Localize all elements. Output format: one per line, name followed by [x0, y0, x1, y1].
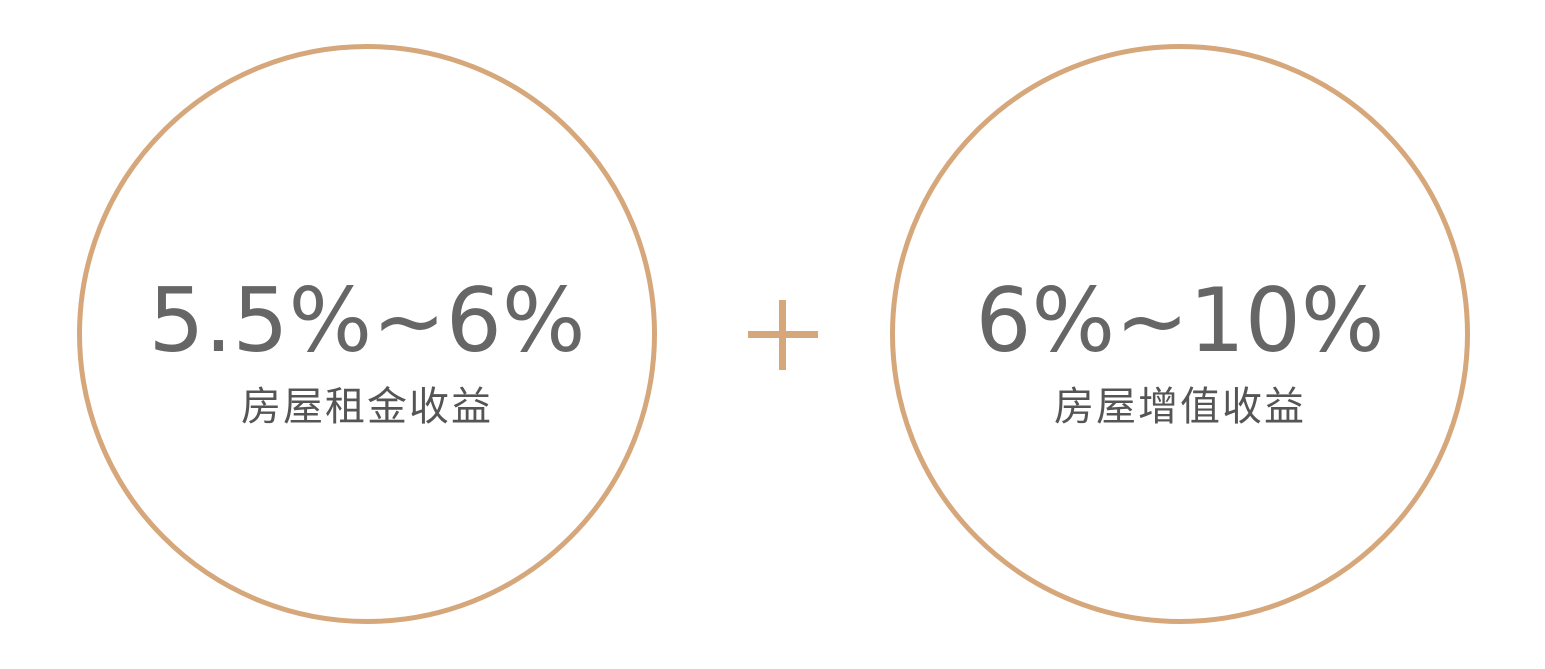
rental-income-circle: 5.5%~6% 房屋租金收益: [77, 44, 657, 624]
rental-income-label: 房屋租金收益: [241, 384, 493, 430]
plus-icon-vertical-bar: [779, 300, 786, 370]
appreciation-income-rate: 6%~10%: [975, 269, 1385, 372]
rental-income-rate: 5.5%~6%: [148, 269, 586, 372]
appreciation-income-label: 房屋增值收益: [1054, 384, 1306, 430]
plus-icon: [748, 300, 818, 370]
appreciation-income-circle: 6%~10% 房屋增值收益: [890, 44, 1470, 624]
